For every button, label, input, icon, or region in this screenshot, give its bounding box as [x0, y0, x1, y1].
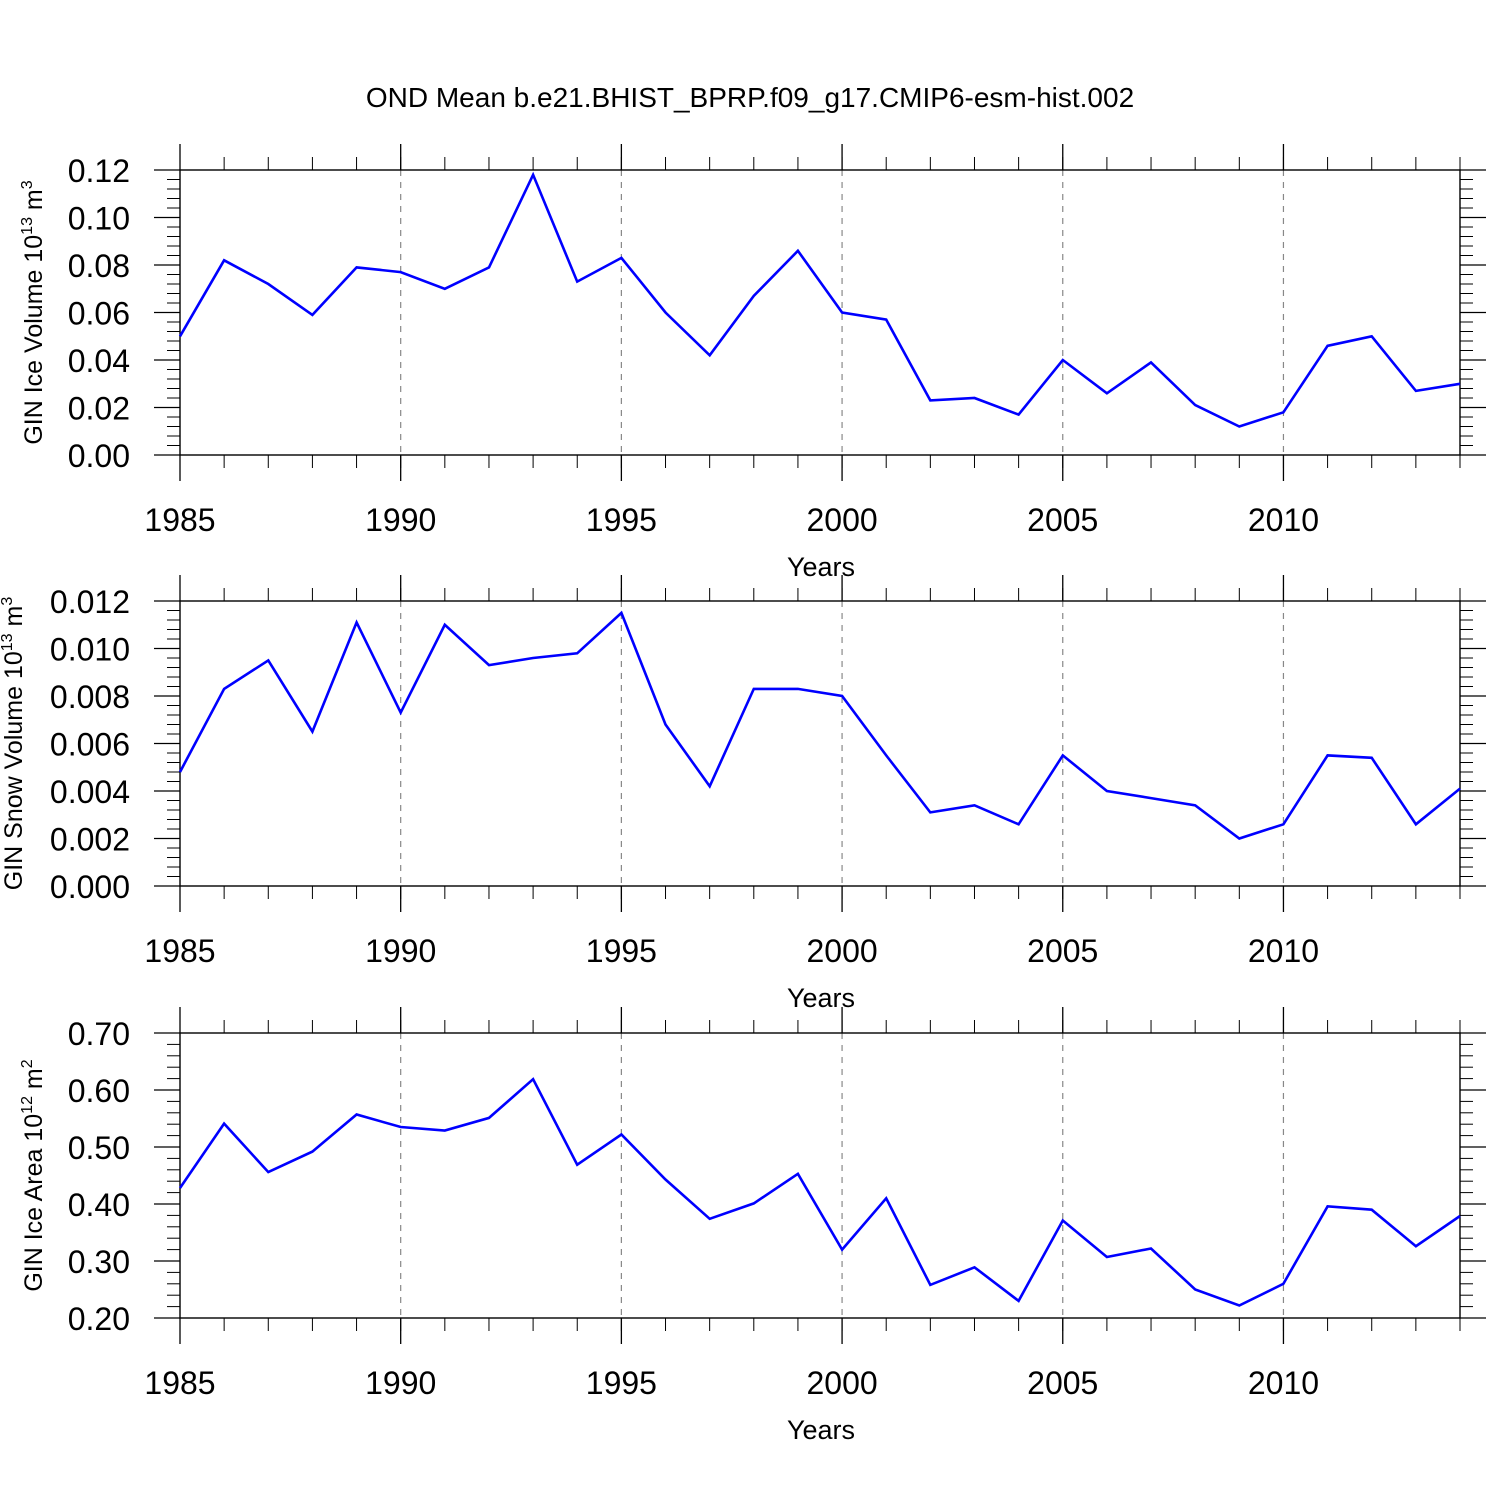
x-tick-label: 1990	[365, 502, 436, 538]
x-tick-label: 2000	[806, 933, 877, 969]
y-tick-label: 0.006	[50, 727, 130, 763]
x-tick-label: 1985	[144, 1365, 215, 1401]
y-tick-label: 0.004	[50, 774, 130, 810]
plot-frame	[179, 1032, 1461, 1319]
y-tick-label: 0.60	[68, 1073, 130, 1109]
x-tick-label: 2000	[806, 502, 877, 538]
x-tick-label: 1985	[144, 933, 215, 969]
y-tick-label: 0.50	[68, 1130, 130, 1166]
y-tick-label: 0.70	[68, 1016, 130, 1052]
x-axis-label: Years	[787, 552, 855, 582]
x-axis-label: Years	[787, 983, 855, 1013]
y-tick-label: 0.02	[68, 391, 130, 427]
series-line	[178, 171, 1461, 428]
y-tick-label: 0.012	[50, 584, 130, 620]
plot-frame	[179, 169, 1461, 456]
y-tick-label: 0.10	[68, 201, 130, 237]
y-axis-label: GIN Ice Area 1012 m2	[19, 1059, 48, 1291]
x-tick-label: 2010	[1248, 933, 1319, 969]
y-tick-label: 0.04	[68, 343, 130, 379]
x-tick-label: 2005	[1027, 933, 1098, 969]
x-tick-label: 1990	[365, 933, 436, 969]
x-tick-label: 2000	[806, 1365, 877, 1401]
y-tick-label: 0.20	[68, 1301, 130, 1337]
y-tick-label: 0.00	[68, 438, 130, 474]
y-tick-label: 0.12	[68, 153, 130, 189]
chart-panel-1: 1985 1990 1995 2000 2005 2010 0.00 0.02 0.04 0.06…	[19, 144, 1486, 582]
x-tick-label: 2005	[1027, 502, 1098, 538]
panels: 1985 1990 1995 2000 2005 2010 0.00 0.02 0.04 0.06…	[0, 144, 1486, 1445]
x-tick-label: 1995	[586, 502, 657, 538]
y-tick-label: 0.30	[68, 1244, 130, 1280]
y-tick-label: 0.002	[50, 822, 130, 858]
figure-title: OND Mean b.e21.BHIST_BPRP.f09_g17.CMIP6-…	[366, 82, 1134, 113]
y-tick-label: 0.008	[50, 679, 130, 715]
y-tick-label: 0.000	[50, 869, 130, 905]
chart-panel-3: 1985 1990 1995 2000 2005 2010 0.20 0.30 0.40 0.50…	[19, 1007, 1486, 1445]
y-tick-label: 0.08	[68, 248, 130, 284]
chart-panel-2: 1985 1990 1995 2000 2005 2010 0.000 0.002 0.004 0…	[0, 575, 1486, 1013]
x-tick-label: 1990	[365, 1365, 436, 1401]
series-line	[178, 610, 1461, 840]
x-tick-label: 2010	[1248, 502, 1319, 538]
x-tick-label: 1985	[144, 502, 215, 538]
x-tick-label: 1995	[586, 1365, 657, 1401]
y-tick-label: 0.06	[68, 296, 130, 332]
y-axis-label: GIN Snow Volume 1013 m3	[0, 597, 28, 891]
x-tick-label: 1995	[586, 933, 657, 969]
plot-frame	[179, 600, 1461, 887]
y-tick-label: 0.40	[68, 1187, 130, 1223]
y-axis-label: GIN Ice Volume 1013 m3	[19, 180, 48, 444]
x-axis-label: Years	[787, 1415, 855, 1445]
series-line	[178, 1077, 1461, 1307]
x-tick-label: 2010	[1248, 1365, 1319, 1401]
y-tick-label: 0.010	[50, 632, 130, 668]
x-tick-label: 2005	[1027, 1365, 1098, 1401]
